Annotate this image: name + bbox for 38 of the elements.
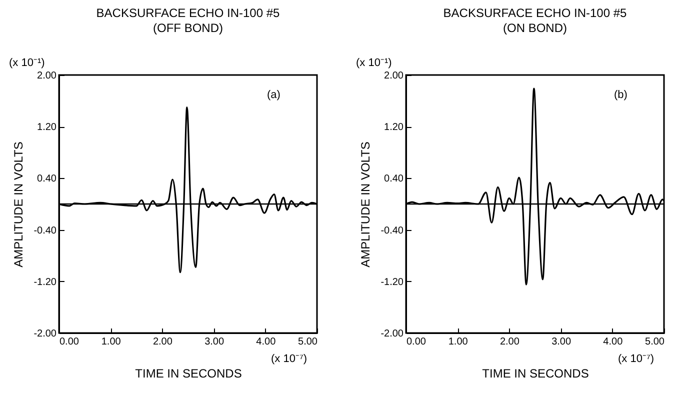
y-tick-label: -1.20 <box>34 276 57 288</box>
chart-subtitle: (ON BOND) <box>503 21 567 35</box>
x-axis-title: TIME IN SECONDS <box>482 366 589 380</box>
x-tick-label: 4.00 <box>603 336 624 348</box>
x-tick-label: 4.00 <box>256 336 276 348</box>
x-tick-label: 3.00 <box>204 336 224 348</box>
chart-title: BACKSURFACE ECHO IN-100 #5 <box>443 6 628 20</box>
y-tick-label: 0.40 <box>37 174 57 185</box>
y-tick-label: 0.40 <box>384 174 404 185</box>
x-tick-label: 3.00 <box>552 336 572 348</box>
y-axis-title: AMPLITUDE IN VOLTS <box>358 142 373 268</box>
chart-subtitle: (OFF BOND) <box>153 21 223 35</box>
x-tick-label: 0.00 <box>60 336 80 348</box>
y-tick-label: 2.00 <box>37 70 57 82</box>
text: (x 10⁻¹) <box>356 57 392 69</box>
y-tick-label: -2.00 <box>34 328 57 340</box>
y-tick-label: 1.20 <box>384 122 404 134</box>
x-tick-label: 5.00 <box>645 336 665 348</box>
annotation: (a) <box>267 89 280 101</box>
chart-title: BACKSURFACE ECHO IN-100 #5 <box>96 6 280 20</box>
text: (x 10⁻⁷) <box>271 353 308 365</box>
x-tick-label: 5.00 <box>298 336 318 348</box>
x-tick-label: 2.00 <box>152 336 173 348</box>
x-tick-label: 1.00 <box>101 336 122 348</box>
x-tick-label: 2.00 <box>500 336 520 348</box>
text: (x 10⁻¹) <box>9 57 45 69</box>
x-tick-label: 1.00 <box>448 336 468 348</box>
y-tick-label: 2.00 <box>384 70 404 82</box>
y-tick-label: 1.20 <box>37 122 57 134</box>
x-axis-title: TIME IN SECONDS <box>135 366 242 380</box>
y-tick-label: -1.20 <box>380 276 404 288</box>
y-tick-label: -2.00 <box>380 328 404 340</box>
y-axis-title: AMPLITUDE IN VOLTS <box>12 142 26 268</box>
y-tick-label: -0.40 <box>34 225 57 236</box>
x-tick-label: 0.00 <box>406 336 426 348</box>
annotation: (b) <box>614 89 628 101</box>
text: (x 10⁻⁷) <box>618 353 654 365</box>
y-tick-label: -0.40 <box>380 225 404 236</box>
